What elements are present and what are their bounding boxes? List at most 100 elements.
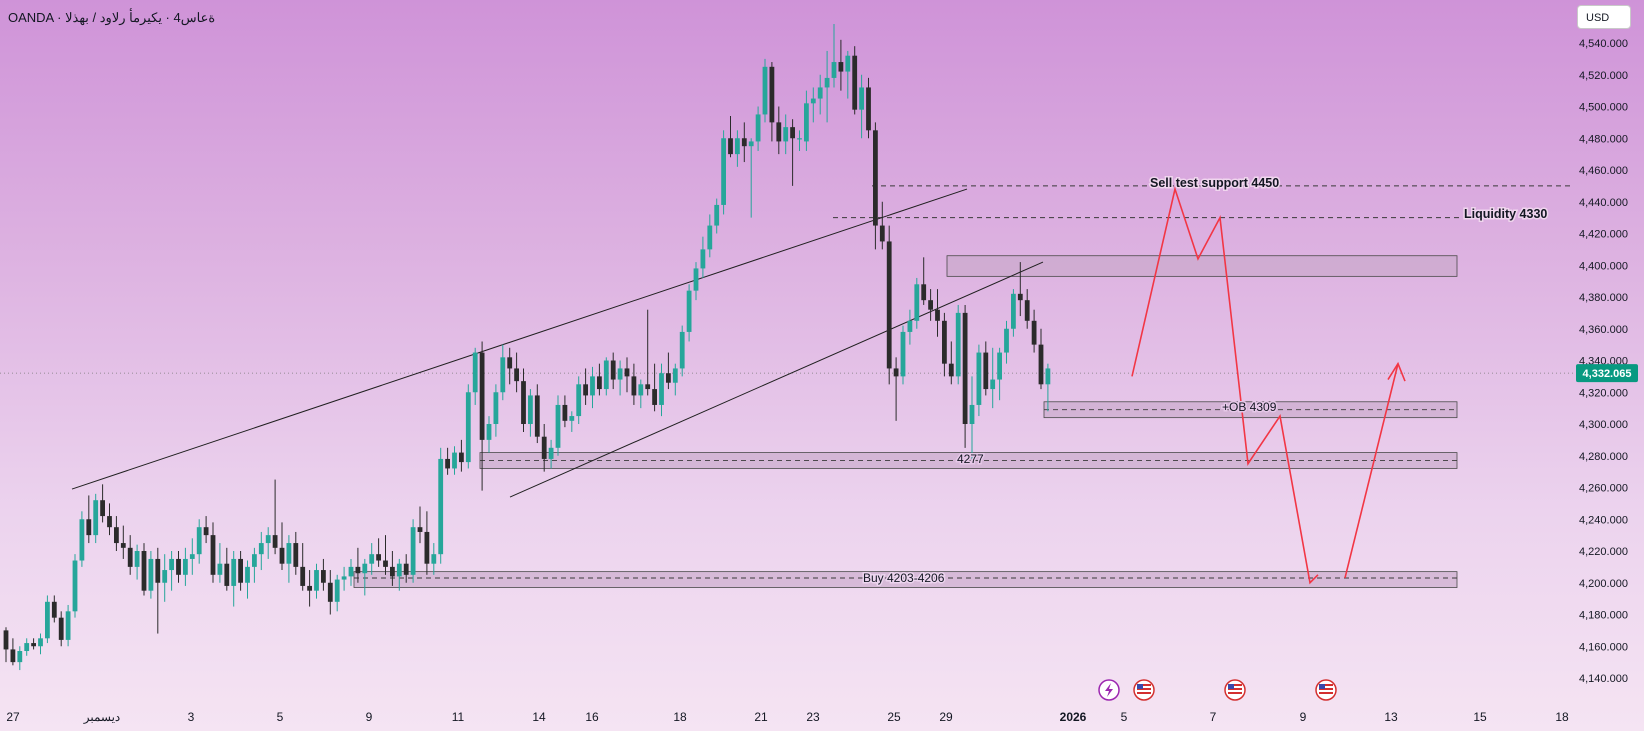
lower-trend-line bbox=[509, 261, 1044, 498]
candle-body bbox=[693, 268, 699, 291]
x-tick-label: 18 bbox=[673, 710, 687, 724]
candle bbox=[569, 411, 575, 432]
candle bbox=[955, 304, 961, 385]
candle bbox=[983, 341, 989, 396]
candle-body bbox=[279, 547, 285, 564]
us-flag-event-icon[interactable] bbox=[1224, 679, 1246, 701]
candle bbox=[638, 379, 644, 409]
candle bbox=[231, 551, 237, 607]
candle-body bbox=[624, 368, 630, 377]
currency-button[interactable]: USD bbox=[1577, 5, 1631, 29]
candle bbox=[507, 347, 513, 385]
candle-body bbox=[500, 357, 506, 393]
candle-body bbox=[390, 566, 395, 577]
candle bbox=[852, 46, 858, 115]
candle bbox=[479, 341, 485, 491]
candle bbox=[307, 570, 312, 607]
lightning-event-icon[interactable] bbox=[1098, 679, 1120, 701]
candle-body bbox=[686, 290, 692, 332]
candle bbox=[776, 106, 782, 155]
candle-body bbox=[983, 352, 989, 390]
projection-arrowhead bbox=[1387, 361, 1406, 382]
candle-body bbox=[769, 66, 775, 123]
candle bbox=[431, 543, 437, 575]
candle-body bbox=[24, 643, 30, 652]
us-flag-event-icon[interactable] bbox=[1133, 679, 1155, 701]
candle-body bbox=[507, 357, 513, 369]
candle bbox=[928, 289, 933, 321]
projection-path bbox=[1131, 186, 1406, 585]
candle-body bbox=[258, 543, 264, 555]
us-flag-event-icon[interactable] bbox=[1315, 679, 1337, 701]
candle-body bbox=[224, 563, 230, 586]
candle bbox=[969, 376, 975, 464]
candle bbox=[203, 516, 209, 544]
candle bbox=[196, 519, 202, 564]
candle-body bbox=[245, 566, 250, 583]
candle bbox=[300, 543, 306, 591]
candle bbox=[914, 277, 920, 329]
candle bbox=[1024, 289, 1030, 329]
buy-zone bbox=[353, 571, 1458, 588]
candle bbox=[838, 39, 844, 91]
candle-body bbox=[583, 384, 588, 396]
candle-body bbox=[307, 585, 312, 591]
candle-body bbox=[838, 62, 844, 72]
candle-body bbox=[790, 127, 795, 139]
candle bbox=[562, 395, 568, 428]
candle bbox=[86, 495, 92, 544]
candle-body bbox=[672, 368, 678, 383]
candle-body bbox=[859, 87, 864, 110]
x-tick-label: 27 bbox=[6, 710, 20, 724]
candle-body bbox=[521, 381, 526, 424]
candle-body bbox=[148, 558, 154, 591]
candle bbox=[1045, 363, 1051, 412]
candle bbox=[217, 543, 223, 583]
candle bbox=[1038, 328, 1044, 390]
candle-body bbox=[93, 500, 99, 536]
candle bbox=[707, 214, 713, 258]
candle bbox=[369, 543, 375, 575]
candle bbox=[486, 416, 492, 453]
candle bbox=[962, 304, 968, 448]
y-tick-label: 4,440.000 bbox=[1579, 197, 1628, 209]
candle-body bbox=[748, 141, 754, 147]
candle bbox=[120, 525, 126, 559]
candle-body bbox=[541, 436, 547, 459]
candle-body bbox=[783, 127, 789, 142]
x-tick-label: 18 bbox=[1555, 710, 1569, 724]
candle-body bbox=[107, 516, 112, 528]
candle-body bbox=[196, 527, 202, 555]
candle-body bbox=[396, 563, 402, 577]
candle bbox=[362, 558, 368, 596]
symbol-title: OANDA · ةعاس4 · يكيرمأ رلاود / بهذلا bbox=[8, 10, 216, 25]
y-tick-label: 4,380.000 bbox=[1579, 292, 1628, 304]
candle bbox=[321, 558, 326, 591]
candle-body bbox=[935, 309, 940, 321]
candle-body bbox=[879, 225, 885, 242]
candle bbox=[183, 547, 188, 586]
candle-body bbox=[272, 535, 278, 548]
candle bbox=[396, 558, 402, 591]
y-tick-label: 4,540.000 bbox=[1579, 38, 1628, 50]
candle-body bbox=[327, 582, 333, 602]
candle-body bbox=[45, 601, 50, 639]
candle-body bbox=[845, 55, 851, 72]
candle-body bbox=[714, 204, 720, 226]
candle-body bbox=[1045, 368, 1051, 385]
candle-body bbox=[479, 352, 485, 440]
candle-body bbox=[410, 527, 416, 575]
x-tick-label: 11 bbox=[452, 710, 465, 724]
candle bbox=[521, 368, 526, 432]
candle-body bbox=[31, 643, 36, 647]
x-tick-label: 13 bbox=[1384, 710, 1398, 724]
candle bbox=[631, 363, 637, 405]
candle bbox=[24, 638, 30, 656]
candle bbox=[258, 531, 264, 571]
x-tick-label: 23 bbox=[806, 710, 820, 724]
support-4277-label: 4277 bbox=[957, 452, 984, 466]
candle-body bbox=[555, 404, 561, 448]
candle-body bbox=[707, 225, 713, 250]
y-tick-label: 4,240.000 bbox=[1579, 514, 1628, 526]
